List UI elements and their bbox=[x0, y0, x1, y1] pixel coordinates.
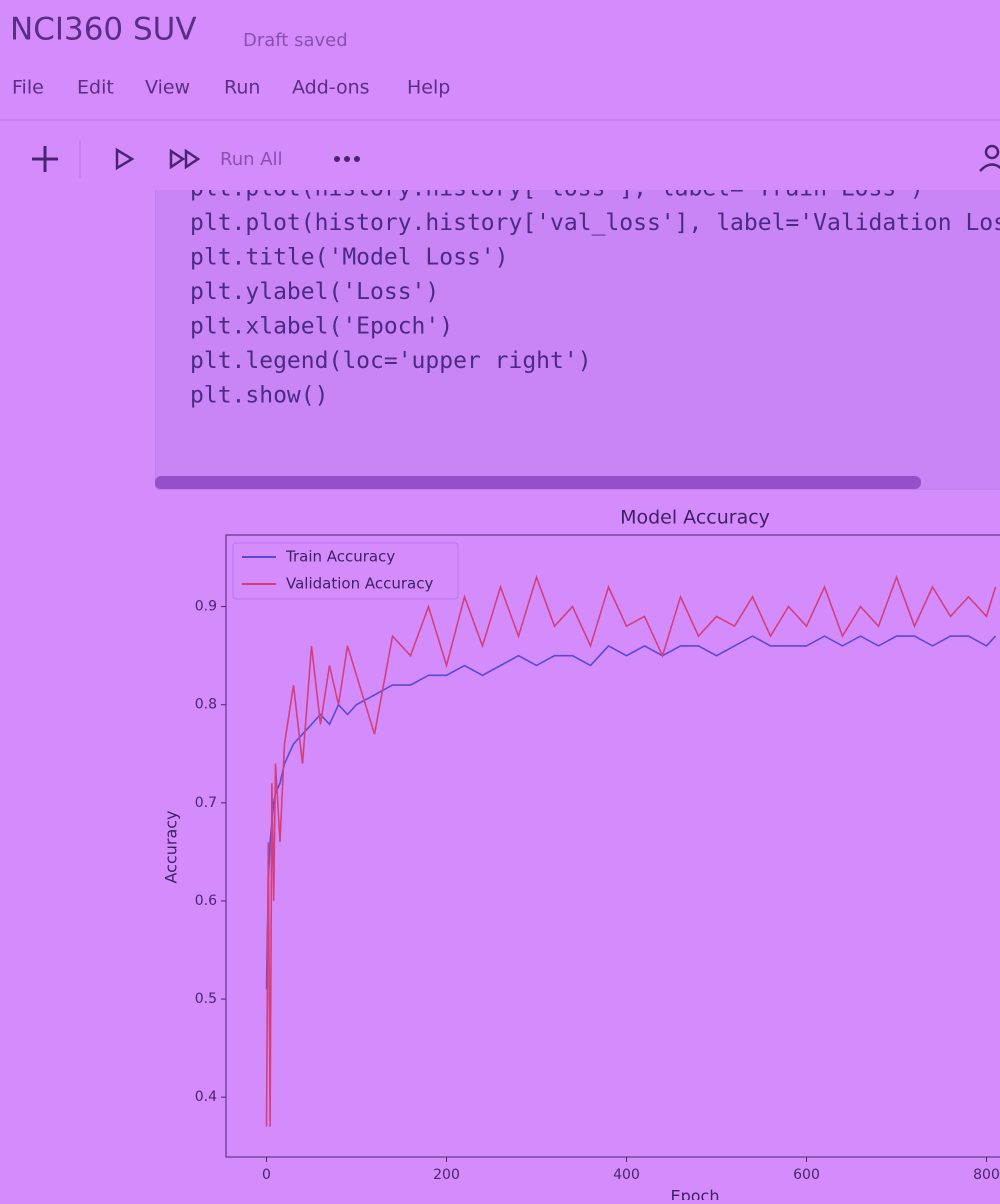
x-tick-label: 200 bbox=[433, 1167, 460, 1183]
menu-item[interactable]: Add-ons bbox=[292, 77, 370, 99]
code-line: plt.show() bbox=[190, 383, 328, 409]
plot-area bbox=[265, 574, 997, 1127]
add-icon[interactable] bbox=[32, 146, 58, 172]
x-tick-label: 600 bbox=[793, 1167, 820, 1183]
y-tick-label: 0.9 bbox=[195, 599, 217, 615]
legend-label: Train Accuracy bbox=[285, 548, 395, 566]
y-axis-label: Accuracy bbox=[162, 810, 181, 883]
menu-item[interactable]: Edit bbox=[77, 77, 114, 99]
header-bg bbox=[0, 0, 1000, 120]
legend-label: Validation Accuracy bbox=[286, 575, 433, 593]
y-tick-label: 0.8 bbox=[195, 697, 217, 713]
chart-title: Model Accuracy bbox=[620, 507, 770, 529]
legend-box bbox=[232, 542, 459, 600]
cell-box bbox=[155, 190, 1000, 490]
y-tick-label: 0.7 bbox=[195, 795, 217, 811]
toolbar-bg bbox=[0, 121, 1000, 190]
run-all-button[interactable]: Run All bbox=[220, 149, 283, 170]
y-tick-label: 0.4 bbox=[195, 1089, 217, 1105]
more-icon[interactable] bbox=[334, 156, 360, 162]
x-tick-label: 400 bbox=[613, 1167, 640, 1183]
code-line: plt.xlabel('Epoch') bbox=[190, 314, 453, 340]
x-tick-label: 0 bbox=[262, 1167, 271, 1183]
menu-item[interactable]: Run bbox=[224, 77, 260, 99]
menu-item[interactable]: File bbox=[12, 77, 44, 99]
x-axis-label: Epoch bbox=[671, 1187, 720, 1201]
code-line: plt.legend(loc='upper right') bbox=[190, 348, 592, 374]
legend: Train Accuracy Validation Accuracy bbox=[232, 542, 459, 600]
menu-item[interactable]: Help bbox=[407, 77, 450, 99]
y-tick-label: 0.6 bbox=[195, 893, 217, 909]
save-status: Draft saved bbox=[243, 30, 348, 51]
series-line bbox=[265, 574, 997, 1127]
code-line: plt.ylabel('Loss') bbox=[190, 279, 439, 305]
menu-item[interactable]: View bbox=[145, 77, 190, 99]
user-icon[interactable] bbox=[979, 144, 1000, 172]
scrollbar[interactable] bbox=[155, 476, 921, 489]
y-tick-label: 0.5 bbox=[195, 991, 217, 1007]
run-icon[interactable] bbox=[115, 147, 135, 171]
run-all-icon[interactable] bbox=[169, 148, 201, 170]
code-line: plt.plot(history.history['val_loss'], la… bbox=[190, 210, 1000, 236]
series-line bbox=[265, 635, 997, 990]
plot-frame bbox=[225, 534, 1000, 1158]
notebook-title[interactable]: NCI360 SUV bbox=[10, 12, 197, 48]
code-cell[interactable]: plt.plot(history.history['loss'], label=… bbox=[155, 170, 1000, 490]
x-tick-label: 800 bbox=[973, 1167, 1000, 1183]
code-line: plt.plot(history.history['loss'], label=… bbox=[190, 176, 924, 202]
code-line: plt.title('Model Loss') bbox=[190, 245, 509, 271]
